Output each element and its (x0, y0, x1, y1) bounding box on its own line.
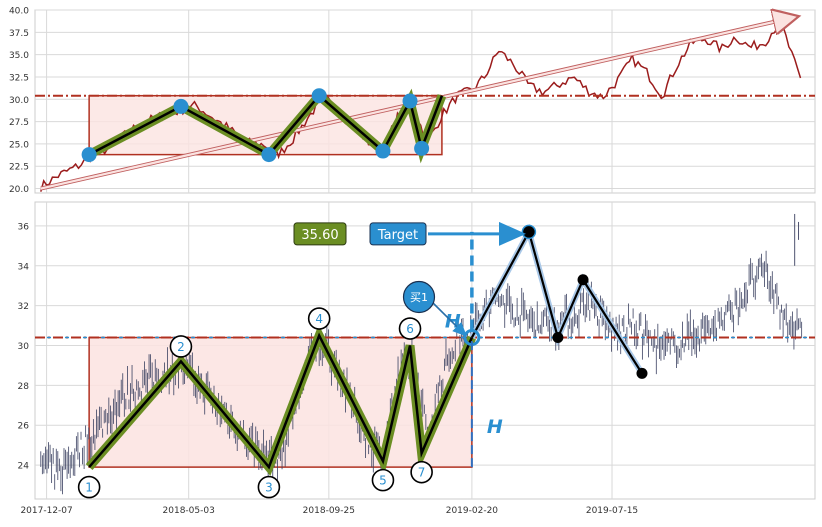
pattern-point-marker (81, 147, 97, 163)
y-tick-label: 20.0 (9, 185, 29, 195)
pattern-line (88, 332, 474, 470)
projection-point-marker (636, 367, 648, 379)
pattern-number-circle (257, 475, 281, 499)
pattern-point-marker (414, 140, 430, 156)
projection-point-marker (552, 332, 564, 344)
buy-pointer (432, 302, 468, 337)
buy-marker-bubble (402, 280, 436, 314)
pattern-number-label: 5 (379, 474, 387, 488)
price-label-text: 35.60 (301, 228, 338, 243)
pattern-number-label: 7 (418, 466, 426, 480)
x-tick-label: 2017-12-07 (20, 506, 72, 516)
y-tick-label: 32 (18, 302, 29, 312)
y-tick-label: 35.0 (9, 51, 29, 61)
y-tick-label: 40.0 (9, 7, 29, 17)
pattern-point-marker (173, 98, 189, 114)
x-tick-label: 2019-07-15 (586, 506, 638, 516)
pattern-number-label: 1 (85, 481, 93, 495)
y-tick-label: 28 (18, 382, 30, 392)
pattern-point-marker (402, 93, 418, 109)
price-label-box (293, 222, 347, 246)
x-tick-label: 2018-05-03 (163, 506, 215, 516)
pattern-number-circle (169, 335, 193, 358)
pattern-number-label: 3 (265, 481, 273, 495)
y-tick-label: 25.0 (9, 140, 29, 150)
pattern-number-circle (410, 460, 433, 484)
top-price-chart: 20.0 22.5 25.0 27.5 30.0 32.5 35.0 37.5 40.0 (9, 7, 816, 195)
pattern-number-circle (307, 307, 331, 330)
target-label-box (369, 222, 427, 246)
y-tick-label: 30.0 (9, 96, 29, 106)
trend-arrow (40, 17, 795, 190)
height-label: H (487, 416, 503, 438)
pattern-number-circle (77, 475, 101, 499)
pattern-point-marker (311, 88, 327, 104)
y-tick-label: 37.5 (9, 29, 29, 39)
y-tick-label: 22.5 (9, 163, 29, 173)
buy-marker-label: 买1 (410, 291, 428, 304)
projection-point-marker (521, 224, 537, 240)
y-tick-label: 30 (18, 342, 30, 352)
y-tick-label: 32.5 (9, 73, 29, 83)
y-tick-label: 36 (18, 222, 30, 232)
projection-point-marker (577, 274, 589, 286)
pattern-number-label: 4 (315, 312, 323, 326)
pattern-point-marker (261, 147, 277, 163)
y-tick-label: 27.5 (9, 118, 29, 128)
pattern-number-label: 2 (177, 340, 185, 354)
pattern-number-circle (371, 468, 395, 492)
y-tick-label: 24 (18, 462, 30, 472)
pattern-line (88, 93, 444, 157)
pattern-number-label: 6 (406, 322, 414, 336)
pattern-number-circle (398, 317, 422, 340)
target-label-text: Target (377, 228, 418, 243)
y-tick-label: 26 (18, 422, 30, 432)
x-tick-label: 2019-02-20 (446, 506, 499, 516)
pattern-point-marker (375, 143, 391, 159)
x-tick-label: 2018-09-25 (303, 506, 355, 516)
y-tick-label: 34 (18, 262, 30, 272)
